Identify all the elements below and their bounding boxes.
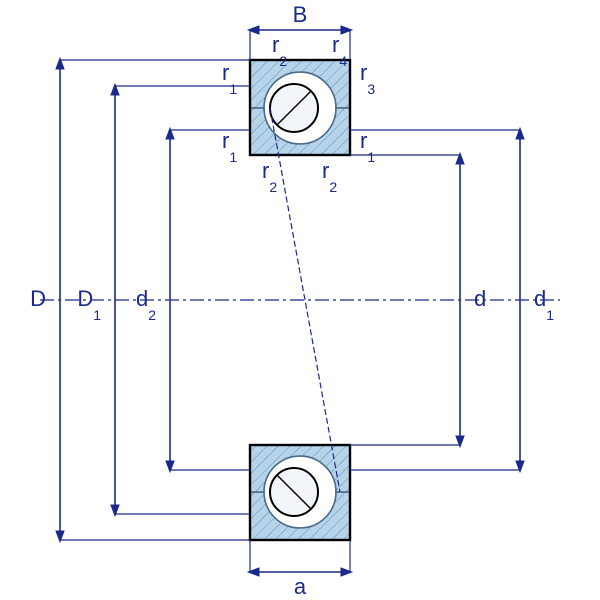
svg-text:a: a	[294, 574, 307, 599]
svg-text:B: B	[293, 2, 308, 27]
svg-text:d: d	[474, 286, 486, 311]
svg-text:D: D	[30, 286, 46, 311]
